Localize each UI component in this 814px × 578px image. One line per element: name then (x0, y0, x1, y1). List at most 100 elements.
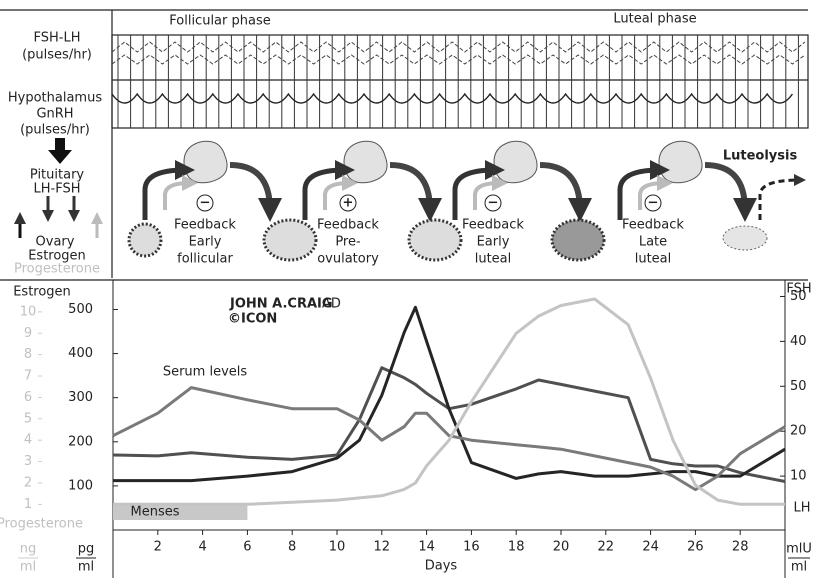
y2ticks-label: 40 (790, 334, 807, 349)
arrow (229, 162, 282, 222)
axis-title: Progesterone (0, 517, 83, 532)
x-tick-label: 16 (463, 540, 480, 555)
chart: Menses1002003004005001234567891010205040… (0, 280, 812, 578)
feedback-sign: − (200, 196, 211, 211)
arrow (617, 160, 670, 220)
arrow (163, 175, 198, 210)
axis-unit: pg (78, 542, 95, 557)
axis-unit: ng (20, 542, 37, 557)
credit: JOHN A.CRAIG (229, 297, 333, 312)
down-arrow (48, 138, 72, 164)
axis-unit: ml (20, 560, 36, 575)
series-line (113, 297, 785, 506)
row-label: GnRH (36, 107, 73, 122)
row-label: Pituitary (30, 168, 85, 183)
x-tick-label: 8 (288, 540, 296, 555)
x-tick-label: 12 (374, 540, 391, 555)
fsh-pulse (111, 41, 806, 53)
gnrh-pulse (111, 92, 793, 104)
axis-unit: ml (78, 560, 94, 575)
axis-title: FSH (786, 282, 811, 297)
luteolysis-label: Luteolysis (723, 149, 798, 164)
ovary (262, 218, 318, 262)
series-line (112, 366, 786, 483)
x-axis-title: Days (425, 559, 458, 574)
feedback-sign: − (488, 196, 499, 211)
credit: AD (322, 297, 341, 312)
axis-title: Estrogen (13, 285, 71, 300)
x-tick-label: 10 (329, 540, 346, 555)
row-label: (pulses/hr) (20, 123, 90, 138)
row-label: (pulses/hr) (22, 48, 92, 63)
y3ticks-label: 7 (24, 369, 32, 384)
feedback-sign-ring (644, 194, 662, 212)
row-label: Hypothalamus (8, 91, 102, 106)
y2ticks-label: 10 (790, 469, 807, 484)
pituitary (493, 140, 538, 184)
ovary (407, 218, 463, 262)
arrow (473, 175, 508, 210)
stage-label: Early (189, 235, 222, 250)
y3ticks-label: 6 (24, 390, 32, 405)
arrow (323, 175, 358, 210)
lh-pulse (111, 54, 806, 65)
arrow (452, 160, 505, 220)
x-tick-label: 18 (508, 540, 525, 555)
y3ticks-label: 8 (24, 347, 32, 362)
x-tick-label: 24 (642, 540, 659, 555)
ovary (550, 218, 606, 262)
y2ticks-label: 50 (790, 379, 807, 394)
y3ticks-label: 1 (24, 497, 32, 512)
stage-label: Early (477, 235, 510, 250)
yticks-label: 500 (68, 302, 93, 317)
y2ticks-label: 20 (790, 424, 807, 439)
stage-label: Feedback (622, 218, 684, 233)
pituitary (183, 140, 228, 184)
arrow (389, 162, 442, 222)
yticks-label: 100 (68, 478, 93, 493)
stage-label: ovulatory (317, 252, 379, 267)
axis-unit: ml (791, 560, 807, 575)
x-tick-label: 2 (154, 540, 162, 555)
row-label: LH-FSH (34, 182, 81, 197)
arrow (142, 160, 195, 220)
phase-label: Luteal phase (613, 12, 696, 27)
series-line (112, 386, 786, 492)
row-label: Progesterone (14, 262, 100, 277)
stage-label: Feedback (462, 218, 524, 233)
y2ticks-label: 50 (790, 289, 807, 304)
corpus-albicans (722, 225, 768, 251)
ovary (127, 222, 163, 258)
pituitary (658, 140, 703, 184)
feedback-diagram: − Feedback Early follicular + Feedback Pre-ovu… (127, 140, 806, 267)
y3ticks-label: 3 (24, 454, 32, 469)
stage-label: luteal (475, 252, 512, 267)
feedback-sign: − (648, 196, 659, 211)
x-tick-label: 26 (687, 540, 704, 555)
axis-title: LH (793, 501, 810, 516)
stage-label: Pre- (335, 235, 361, 250)
credit: ©ICON (228, 312, 277, 327)
arrow (758, 174, 806, 220)
yticks-label: 300 (68, 390, 93, 405)
annotation: Serum levels (163, 365, 248, 380)
x-tick-label: 22 (598, 540, 615, 555)
menses-label: Menses (131, 505, 180, 520)
arrow (539, 162, 592, 222)
series-line (113, 305, 786, 483)
x-tick-label: 4 (198, 540, 206, 555)
arrow (302, 160, 355, 220)
stage-label: Late (639, 235, 667, 250)
row-label: Estrogen (28, 249, 86, 264)
feedback-sign-ring (196, 194, 214, 212)
feedback-sign: + (343, 196, 354, 211)
x-tick-label: 28 (732, 540, 749, 555)
axis-unit: mlU (786, 542, 812, 557)
phase-label: Follicular phase (169, 14, 270, 29)
y3ticks-label: 2 (24, 475, 32, 490)
arrow (638, 175, 673, 210)
x-tick-label: 20 (553, 540, 570, 555)
pulse-pattern (111, 35, 806, 128)
pituitary (343, 140, 388, 184)
